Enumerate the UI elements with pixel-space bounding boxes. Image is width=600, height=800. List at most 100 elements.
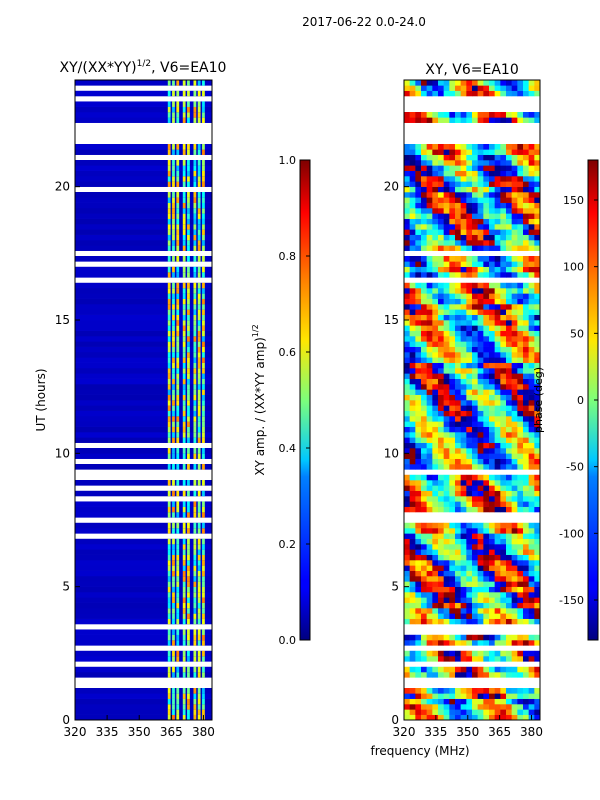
heatmap-cell bbox=[182, 282, 186, 289]
heatmap-cell bbox=[528, 672, 535, 678]
heatmap-cell bbox=[472, 202, 478, 209]
heatmap-cell bbox=[193, 117, 197, 123]
heatmap-cell bbox=[409, 672, 416, 678]
heatmap-cell bbox=[438, 426, 444, 433]
heatmap-cell bbox=[172, 538, 175, 545]
heatmap-cell bbox=[443, 293, 450, 299]
heatmap-cell bbox=[404, 234, 410, 241]
heatmap-cell bbox=[432, 309, 439, 315]
heatmap-cell bbox=[466, 256, 473, 262]
heatmap-cell bbox=[477, 560, 484, 566]
heatmap-cell bbox=[438, 602, 444, 609]
heatmap-cell bbox=[167, 346, 171, 353]
heatmap-cell bbox=[193, 362, 197, 369]
heatmap-cell bbox=[409, 208, 416, 214]
heatmap-cell bbox=[421, 549, 427, 555]
heatmap-cell bbox=[460, 608, 467, 614]
heatmap-cell bbox=[528, 245, 535, 251]
heatmap-cell bbox=[172, 634, 175, 641]
heatmap-cell bbox=[193, 704, 197, 710]
heatmap-cell bbox=[517, 602, 524, 609]
heatmap-cell bbox=[449, 112, 456, 118]
heatmap-cell bbox=[202, 672, 205, 678]
heatmap-cell bbox=[167, 229, 171, 235]
heatmap-cell bbox=[187, 410, 190, 417]
heatmap-cell bbox=[472, 186, 478, 193]
heatmap-cell bbox=[443, 357, 450, 363]
heatmap-cell bbox=[409, 266, 416, 273]
heatmap-cell bbox=[517, 474, 524, 481]
heatmap-cell bbox=[523, 592, 529, 598]
heatmap-cell bbox=[421, 474, 427, 481]
heatmap-cell bbox=[511, 229, 518, 235]
heatmap-cell bbox=[528, 688, 535, 694]
heatmap-cell bbox=[193, 266, 197, 273]
heatmap-cell bbox=[182, 197, 186, 203]
heatmap-cell bbox=[472, 272, 478, 278]
heatmap-cell bbox=[511, 688, 518, 694]
heatmap-cell bbox=[172, 597, 175, 603]
x-tick-label: 320 bbox=[393, 725, 416, 739]
heatmap-cell bbox=[489, 144, 495, 150]
heatmap-cell bbox=[426, 608, 433, 614]
heatmap-cell bbox=[449, 458, 456, 465]
heatmap-cell bbox=[460, 544, 467, 550]
heatmap-cell bbox=[477, 581, 484, 587]
heatmap-cell bbox=[421, 341, 427, 347]
heatmap-cell bbox=[511, 714, 518, 721]
heatmap-cell bbox=[534, 117, 541, 123]
heatmap-cell bbox=[404, 282, 410, 289]
heatmap-cell bbox=[167, 325, 171, 331]
heatmap-cell bbox=[455, 256, 461, 262]
heatmap-cell bbox=[449, 181, 456, 187]
heatmap-cell bbox=[426, 85, 433, 91]
heatmap-cell bbox=[202, 336, 205, 342]
heatmap-cell bbox=[523, 117, 529, 123]
heatmap-cell bbox=[466, 618, 473, 625]
heatmap-cell bbox=[483, 368, 490, 374]
heatmap-cell bbox=[438, 309, 444, 315]
heatmap-cell bbox=[404, 389, 410, 395]
heatmap-cell bbox=[421, 325, 427, 331]
heatmap-cell bbox=[466, 565, 473, 571]
heatmap-cell bbox=[182, 704, 186, 710]
heatmap-cell bbox=[534, 656, 541, 662]
heatmap-cell bbox=[426, 298, 433, 305]
heatmap-cell bbox=[489, 634, 495, 641]
heatmap-cell bbox=[415, 234, 422, 241]
heatmap-cell bbox=[511, 288, 518, 294]
heatmap-cell bbox=[472, 80, 478, 86]
heatmap-cell bbox=[506, 656, 512, 662]
heatmap-cell bbox=[534, 346, 541, 353]
heatmap-cell bbox=[404, 314, 410, 321]
heatmap-cell bbox=[187, 634, 190, 641]
heatmap-cell bbox=[426, 458, 433, 465]
heatmap-cell bbox=[176, 218, 180, 225]
heatmap-cell bbox=[528, 544, 535, 550]
heatmap-cell bbox=[517, 112, 524, 118]
heatmap-cell bbox=[443, 346, 450, 353]
heatmap-cell bbox=[528, 144, 535, 150]
heatmap-cell bbox=[483, 293, 490, 299]
heatmap-cell bbox=[523, 213, 529, 219]
heatmap-cell bbox=[534, 672, 541, 678]
heatmap-cell bbox=[500, 309, 507, 315]
heatmap-cell bbox=[477, 506, 484, 513]
heatmap-cell bbox=[511, 549, 518, 555]
heatmap-cell bbox=[523, 352, 529, 358]
heatmap-cell bbox=[202, 309, 205, 315]
heatmap-cell bbox=[404, 90, 410, 97]
heatmap-cell bbox=[466, 464, 473, 470]
heatmap-cell bbox=[511, 213, 518, 219]
heatmap-cell bbox=[528, 378, 535, 385]
heatmap-cell bbox=[449, 149, 456, 155]
heatmap-cell bbox=[176, 698, 180, 705]
heatmap-cell bbox=[409, 154, 416, 161]
heatmap-cell bbox=[443, 400, 450, 406]
heatmap-cell bbox=[477, 245, 484, 251]
heatmap-cell bbox=[421, 117, 427, 123]
heatmap-cell bbox=[517, 218, 524, 225]
heatmap-cell bbox=[455, 368, 461, 374]
heatmap-cell bbox=[500, 400, 507, 406]
